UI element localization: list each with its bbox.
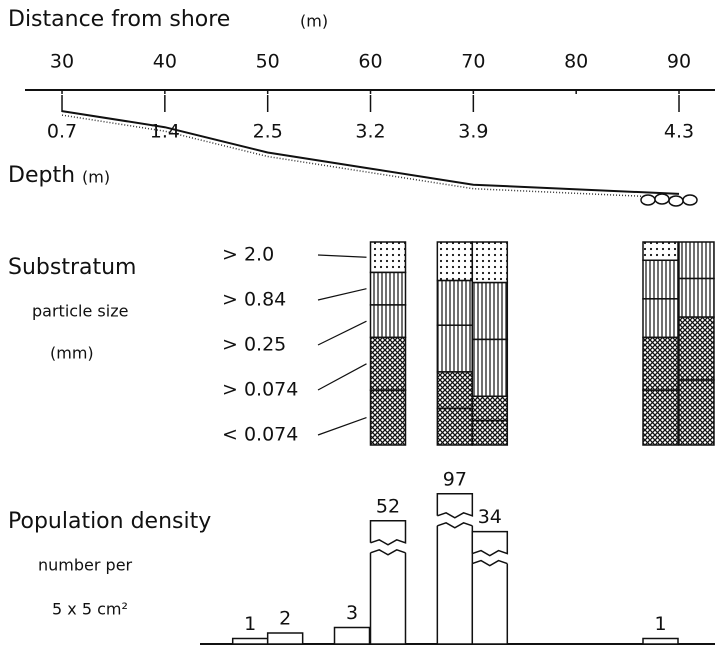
leader-line xyxy=(318,364,366,390)
bar-cap xyxy=(370,521,405,545)
depth-title: Depth xyxy=(8,163,75,188)
value-label: 52 xyxy=(376,495,400,517)
depth-label: 1.4 xyxy=(150,121,180,143)
value-label: 34 xyxy=(478,506,502,528)
density-subtitle: number per xyxy=(38,556,133,575)
substratum-segment xyxy=(472,396,507,420)
bar xyxy=(335,628,370,645)
leader-line xyxy=(318,418,366,435)
figure: Distance from shore (m) Depth (m) Substr… xyxy=(0,0,721,646)
substratum-segment xyxy=(437,242,472,281)
substratum-segment xyxy=(472,421,507,445)
broken-bar xyxy=(472,561,507,644)
broken-bar xyxy=(370,550,405,644)
substratum-segment xyxy=(370,242,405,272)
legend-label: > 0.84 xyxy=(222,289,286,311)
value-label: 97 xyxy=(443,468,467,490)
bar-cap xyxy=(472,532,507,556)
substratum-segment xyxy=(643,299,678,338)
substratum-segment xyxy=(437,408,472,445)
substratum-title: Substratum xyxy=(8,255,137,280)
x-tick-label: 30 xyxy=(50,51,74,73)
x-tick-label: 90 xyxy=(667,51,691,73)
rock xyxy=(655,194,669,204)
substratum-segment xyxy=(643,337,678,390)
value-label: 3 xyxy=(346,602,358,624)
leader-line xyxy=(318,255,366,257)
leader-line xyxy=(318,321,366,345)
substratum-segment xyxy=(679,380,714,445)
substratum-segment xyxy=(679,317,714,380)
substratum-segment xyxy=(370,305,405,337)
depth-label: 0.7 xyxy=(47,121,77,143)
bar xyxy=(268,633,303,644)
substratum-segment xyxy=(679,279,714,318)
distance-unit: (m) xyxy=(300,12,328,31)
substratum-segment xyxy=(472,339,507,396)
depth-unit: (m) xyxy=(82,168,110,187)
distance-title: Distance from shore xyxy=(8,7,230,32)
substratum-subtitle: particle size xyxy=(32,302,128,321)
bar-cap xyxy=(437,494,472,518)
x-tick-label: 40 xyxy=(153,51,177,73)
rock xyxy=(669,196,683,206)
substratum-segment xyxy=(472,242,507,283)
depth-label: 3.2 xyxy=(355,121,385,143)
value-label: 1 xyxy=(244,613,256,635)
leader-line xyxy=(318,289,366,300)
legend-label: < 0.074 xyxy=(222,424,298,446)
substratum-segment xyxy=(643,242,678,260)
substratum-segment xyxy=(679,242,714,279)
substratum-segment xyxy=(437,325,472,372)
depth-label: 3.9 xyxy=(458,121,488,143)
legend-label: > 2.0 xyxy=(222,244,274,266)
x-tick-label: 80 xyxy=(564,51,588,73)
bar xyxy=(233,639,268,645)
depth-label: 2.5 xyxy=(253,121,283,143)
legend-label: > 0.074 xyxy=(222,379,298,401)
substratum-segment xyxy=(437,372,472,409)
substratum-segment xyxy=(472,283,507,340)
legend-label: > 0.25 xyxy=(222,334,286,356)
depth-label: 4.3 xyxy=(664,121,694,143)
value-label: 2 xyxy=(279,608,291,630)
substratum-unit: (mm) xyxy=(50,344,94,363)
x-tick-label: 50 xyxy=(256,51,280,73)
substratum-segment xyxy=(370,272,405,304)
substratum-segment xyxy=(370,337,405,390)
broken-bar xyxy=(437,523,472,644)
x-tick-label: 60 xyxy=(358,51,382,73)
substratum-segment xyxy=(643,260,678,299)
density-title: Population density xyxy=(8,509,211,534)
x-tick-label: 70 xyxy=(461,51,485,73)
rock xyxy=(641,195,655,205)
substratum-segment xyxy=(437,281,472,326)
density-unit: 5 x 5 cm² xyxy=(52,600,128,619)
substratum-segment xyxy=(643,390,678,445)
bar xyxy=(643,639,678,645)
value-label: 1 xyxy=(654,613,666,635)
substratum-segment xyxy=(370,390,405,445)
rock xyxy=(683,195,697,205)
